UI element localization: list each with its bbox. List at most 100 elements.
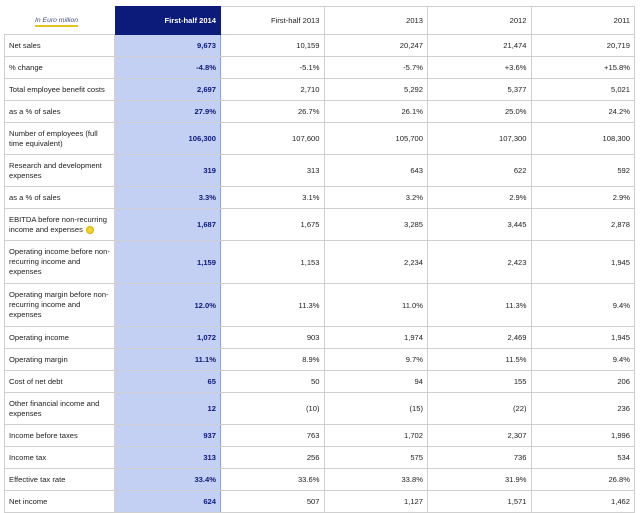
row-label-cell: Operating income before non-recurring in… — [4, 240, 115, 284]
value-cell: 26.8% — [530, 468, 635, 491]
row-label: as a % of sales — [9, 106, 61, 116]
table-row: Net income 624 507 1,127 1,571 1,462 — [4, 490, 635, 513]
row-label: Income tax — [9, 452, 47, 462]
row-label: as a % of sales — [9, 192, 61, 202]
value-cell: 1,945 — [530, 240, 635, 284]
value-cell: 1,571 — [427, 490, 532, 513]
value-cell: 50 — [220, 370, 325, 393]
value-cell: 763 — [220, 424, 325, 447]
unit-cell: In Euro million — [4, 6, 115, 35]
row-label: Operating margin before non-recurring in… — [9, 290, 109, 319]
table-row: Number of employees (full time equivalen… — [4, 122, 635, 155]
value-cell: 3,285 — [323, 208, 428, 241]
table-body: Net sales 9,673 10,159 20,247 21,474 20,719% … — [4, 34, 635, 513]
value-cell: 11.5% — [427, 348, 532, 371]
row-label-cell: Net sales — [4, 34, 115, 57]
value-cell: 10,159 — [220, 34, 325, 57]
table-row: Net sales 9,673 10,159 20,247 21,474 20,719 — [4, 34, 635, 57]
value-cell: 94 — [323, 370, 428, 393]
row-label-cell: Cost of net debt — [4, 370, 115, 393]
highlight-value-cell: 11.1% — [114, 348, 221, 371]
value-cell: 107,600 — [220, 122, 325, 155]
row-label: Net sales — [9, 40, 41, 50]
value-cell: 5,021 — [530, 78, 635, 101]
row-label-cell: Effective tax rate — [4, 468, 115, 491]
value-cell: 903 — [220, 326, 325, 349]
row-label: Other financial income and expenses — [9, 398, 100, 418]
value-cell: 1,127 — [323, 490, 428, 513]
table-row: Cost of net debt 65 50 94 155 206 — [4, 370, 635, 393]
row-label: Operating income before non-recurring in… — [9, 247, 110, 276]
row-label: Operating income — [9, 332, 69, 342]
row-label: Total employee benefit costs — [9, 84, 105, 94]
value-cell: 313 — [220, 154, 325, 187]
value-cell: 8.9% — [220, 348, 325, 371]
value-cell: 1,974 — [323, 326, 428, 349]
row-label-cell: Net income — [4, 490, 115, 513]
highlight-value-cell: 2,697 — [114, 78, 221, 101]
value-cell: (15) — [323, 392, 428, 425]
highlight-value-cell: 1,687 — [114, 208, 221, 241]
highlight-value-cell: 319 — [114, 154, 221, 187]
value-cell: 31.9% — [427, 468, 532, 491]
value-cell: 206 — [530, 370, 635, 393]
value-cell: 3.1% — [220, 186, 325, 209]
row-label: Research and development expenses — [9, 160, 102, 180]
row-label: Number of employees (full time equivalen… — [9, 128, 98, 148]
value-cell: 507 — [220, 490, 325, 513]
table-row: as a % of sales 27.9% 26.7% 26.1% 25.0% 24.2% — [4, 100, 635, 123]
value-cell: 1,702 — [323, 424, 428, 447]
value-cell: 105,700 — [323, 122, 428, 155]
row-label: Income before taxes — [9, 430, 78, 440]
value-cell: 20,247 — [323, 34, 428, 57]
row-label-cell: Income before taxes — [4, 424, 115, 447]
value-cell: 2,878 — [530, 208, 635, 241]
value-cell: 1,675 — [220, 208, 325, 241]
value-cell: (10) — [220, 392, 325, 425]
table-row: Research and development expenses 319 313 6… — [4, 154, 635, 187]
row-label-cell: Income tax — [4, 446, 115, 469]
value-cell: 155 — [427, 370, 532, 393]
value-cell: 2,234 — [323, 240, 428, 284]
row-label-cell: as a % of sales — [4, 100, 115, 123]
highlight-value-cell: 33.4% — [114, 468, 221, 491]
row-label-cell: EBITDA before non-recurring income and e… — [4, 208, 115, 241]
table-row: Operating income before non-recurring in… — [4, 240, 635, 284]
value-cell: 9.7% — [323, 348, 428, 371]
row-label: Operating margin — [9, 354, 68, 364]
value-cell: 2,307 — [427, 424, 532, 447]
table-row: Operating margin before non-recurring in… — [4, 283, 635, 327]
row-label-cell: Operating margin before non-recurring in… — [4, 283, 115, 327]
value-cell: 9.4% — [530, 283, 635, 327]
highlight-marker-icon — [85, 225, 94, 234]
table-row: EBITDA before non-recurring income and e… — [4, 208, 635, 241]
row-label: Net income — [9, 496, 48, 506]
value-cell: -5.1% — [220, 56, 325, 79]
value-cell: 9.4% — [530, 348, 635, 371]
value-cell: -5.7% — [323, 56, 428, 79]
table-row: Income tax 313 256 575 736 534 — [4, 446, 635, 469]
value-cell: 592 — [530, 154, 635, 187]
header-row: In Euro million First-half 2014 First-ha… — [4, 6, 635, 35]
highlight-value-cell: 937 — [114, 424, 221, 447]
row-label-cell: Other financial income and expenses — [4, 392, 115, 425]
value-cell: 2.9% — [530, 186, 635, 209]
table-row: as a % of sales 3.3% 3.1% 3.2% 2.9% 2.9% — [4, 186, 635, 209]
table-row: Operating income 1,072 903 1,974 2,469 1,945 — [4, 326, 635, 349]
financial-summary-table: In Euro million First-half 2014 First-ha… — [4, 6, 635, 513]
value-cell: 2,423 — [427, 240, 532, 284]
value-cell: 5,292 — [323, 78, 428, 101]
value-cell: 256 — [220, 446, 325, 469]
unit-label: In Euro million — [35, 17, 79, 27]
value-cell: 20,719 — [530, 34, 635, 57]
highlight-value-cell: 313 — [114, 446, 221, 469]
value-cell: 24.2% — [530, 100, 635, 123]
value-cell: 11.0% — [323, 283, 428, 327]
value-cell: 575 — [323, 446, 428, 469]
highlight-value-cell: 12 — [114, 392, 221, 425]
highlight-value-cell: 12.0% — [114, 283, 221, 327]
value-cell: 108,300 — [530, 122, 635, 155]
highlight-value-cell: 9,673 — [114, 34, 221, 57]
value-cell: +15.8% — [530, 56, 635, 79]
value-cell: 11.3% — [220, 283, 325, 327]
